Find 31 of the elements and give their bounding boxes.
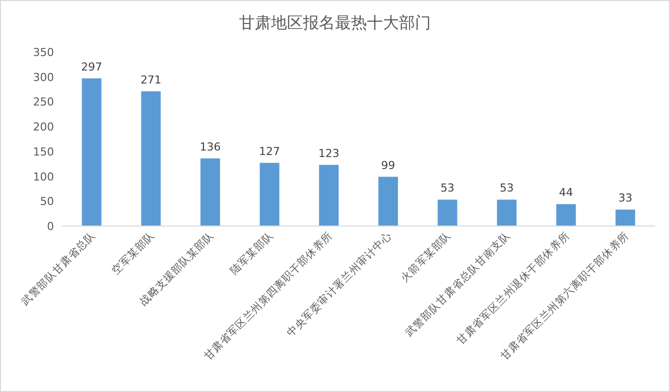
- bar: [260, 162, 280, 226]
- chart-title: 甘肃地区报名最热十大部门: [239, 13, 431, 32]
- bar: [319, 164, 339, 226]
- bar: [438, 200, 458, 226]
- bar: [616, 210, 636, 226]
- bar: [378, 176, 398, 226]
- bar: [82, 78, 102, 226]
- x-tick-label: 陆军某部队: [228, 228, 276, 278]
- data-label: 99: [381, 158, 396, 172]
- data-label: 33: [618, 192, 632, 205]
- y-tick-label: 300: [33, 70, 54, 84]
- data-label: 53: [500, 182, 514, 195]
- x-tick-label: 空军某部队: [108, 228, 158, 278]
- data-label: 127: [259, 144, 280, 158]
- y-tick-label: 200: [33, 120, 54, 134]
- y-tick-label: 150: [33, 145, 54, 158]
- y-tick-label: 350: [33, 46, 54, 59]
- data-label: 271: [140, 73, 162, 86]
- data-label: 123: [318, 146, 340, 160]
- y-tick-label: 50: [40, 195, 54, 208]
- bar: [141, 91, 161, 226]
- data-label: 44: [559, 186, 574, 200]
- bar: [200, 158, 220, 226]
- x-tick-label: 火箭军某部队: [398, 228, 454, 285]
- bar: [496, 200, 517, 226]
- data-label: 297: [81, 60, 102, 74]
- bar: [556, 204, 576, 226]
- y-tick-label: 100: [33, 170, 54, 184]
- y-tick-label: 250: [33, 96, 54, 109]
- data-label: 136: [200, 140, 221, 154]
- data-label: 53: [440, 182, 454, 195]
